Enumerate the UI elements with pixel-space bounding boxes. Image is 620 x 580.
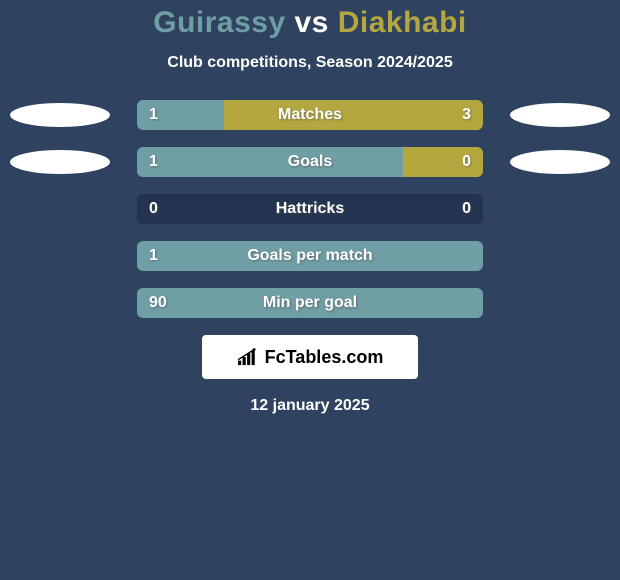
stat-label: Goals per match <box>137 241 483 271</box>
logo-text: FcTables.com <box>265 347 384 368</box>
player1-marker <box>10 103 110 127</box>
vs-text: vs <box>295 6 329 39</box>
stat-row: 10Goals <box>0 147 620 177</box>
bar-track: 90Min per goal <box>137 288 483 318</box>
stat-label: Min per goal <box>137 288 483 318</box>
date-text: 12 january 2025 <box>0 397 620 415</box>
stat-label: Matches <box>137 100 483 130</box>
stat-label: Hattricks <box>137 194 483 224</box>
logo-box: FcTables.com <box>202 335 418 379</box>
stat-row: 1Goals per match <box>0 241 620 271</box>
player2-marker <box>510 103 610 127</box>
bar-track: 1Goals per match <box>137 241 483 271</box>
stat-row: 13Matches <box>0 100 620 130</box>
subtitle: Club competitions, Season 2024/2025 <box>0 54 620 72</box>
bar-track: 10Goals <box>137 147 483 177</box>
stat-label: Goals <box>137 147 483 177</box>
comparison-title: Guirassy vs Diakhabi <box>0 0 620 40</box>
player2-name: Diakhabi <box>338 6 467 39</box>
bars-icon <box>237 348 259 366</box>
bar-track: 13Matches <box>137 100 483 130</box>
player2-marker <box>510 150 610 174</box>
comparison-infographic: { "background_color": "#2f425f", "text_c… <box>0 0 620 580</box>
player1-name: Guirassy <box>153 6 285 39</box>
comparison-rows: 13Matches 10Goals 00Hattricks 1Goals per ma… <box>0 100 620 318</box>
bar-track: 00Hattricks <box>137 194 483 224</box>
player1-marker <box>10 150 110 174</box>
stat-row: 90Min per goal <box>0 288 620 318</box>
stat-row: 00Hattricks <box>0 194 620 224</box>
